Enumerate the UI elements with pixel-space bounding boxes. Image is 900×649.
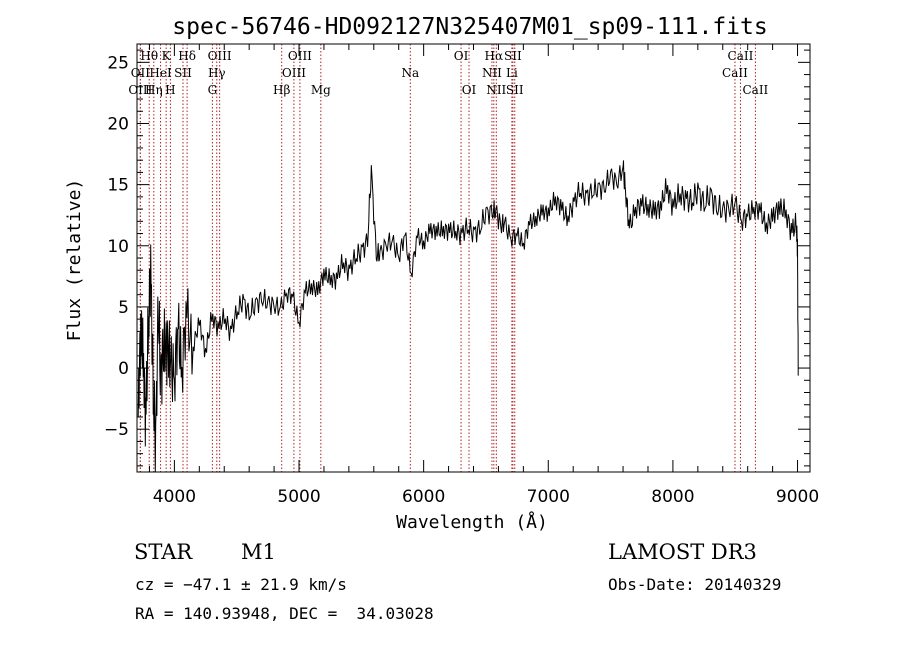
line-marker-label: Hη [145,83,163,97]
object-class: STAR [134,540,193,564]
sky-coordinates: RA = 140.93948, DEC = 34.03028 [135,604,434,623]
line-marker-label: HeI [149,66,172,80]
line-marker-label: OIII [208,49,232,63]
line-marker-label: NII [482,66,502,80]
line-marker-label: K [162,49,172,63]
y-tick-label: −5 [104,420,129,440]
line-marker-label: OIII [128,83,152,97]
y-tick-label: 25 [107,53,129,73]
line-marker-label: Hγ [208,66,226,80]
x-tick-label: 8000 [651,487,694,507]
y-tick-labels: −5 0 5 10 15 20 25 [104,53,129,440]
line-marker-label: G [208,83,218,97]
x-tick-label: 9000 [776,487,819,507]
y-tick-label: 15 [107,176,129,196]
line-marker-label: SII [506,83,524,97]
object-subclass: M1 [241,540,276,564]
y-tick-label: 0 [118,359,129,379]
observation-date: Obs-Date: 20140329 [608,575,782,594]
line-marker-label: SII [504,49,522,63]
line-markers [139,44,756,472]
line-marker-label: OII [131,66,151,80]
line-marker-label: CaII [728,49,754,63]
chart-title: spec-56746-HD092127N325407M01_sp09-111.f… [172,14,767,40]
line-marker-label: OIII [288,49,312,63]
line-marker-label: NII [486,83,506,97]
line-marker-label: OIII [282,66,306,80]
survey-name: LAMOST DR3 [608,540,757,564]
y-tick-label: 5 [118,298,129,318]
y-axis-label: Flux (relative) [64,179,85,342]
spectrum-series-line [137,160,799,472]
x-tick-label: 6000 [402,487,445,507]
line-marker-label: Hβ [273,83,290,97]
axis-ticks [137,44,810,472]
redshift-value: cz = −47.1 ± 21.9 km/s [135,575,347,594]
line-marker-label: Na [401,66,419,80]
line-marker-label: H [165,83,175,97]
line-marker-label: Hδ [178,49,196,63]
line-marker-label: Mg [311,83,331,97]
line-marker-label: SII [174,66,192,80]
plot-frame [136,43,811,473]
line-marker-label: CaII [742,83,768,97]
line-marker-label: Hθ [140,49,158,63]
y-tick-label: 20 [107,114,129,134]
x-tick-label: 7000 [527,487,570,507]
x-axis-label: Wavelength (Å) [396,511,548,533]
x-tick-labels: 4000 5000 6000 7000 8000 9000 [153,487,819,507]
line-marker-label: OI [454,49,469,63]
line-marker-label: CaII [722,66,748,80]
line-marker-label: Hα [485,49,504,63]
x-tick-label: 4000 [153,487,196,507]
x-tick-label: 5000 [277,487,320,507]
line-marker-label: OI [462,83,477,97]
line-marker-label: Li [506,66,518,80]
y-tick-label: 10 [107,237,129,257]
